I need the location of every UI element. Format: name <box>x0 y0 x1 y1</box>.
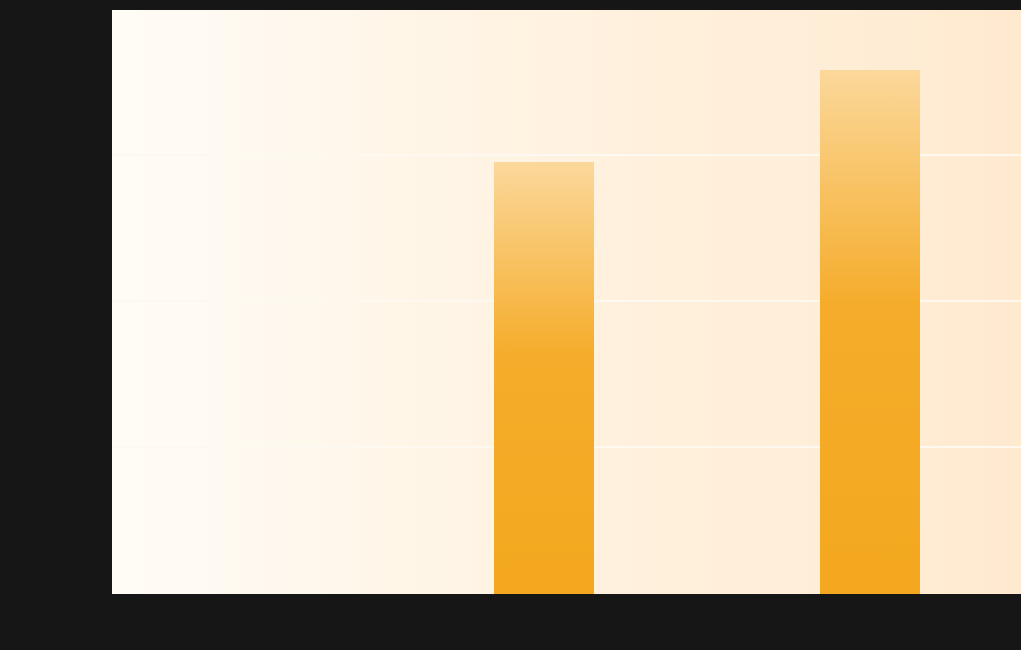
chart-canvas <box>0 0 1021 650</box>
bar <box>494 162 594 594</box>
bar <box>820 70 920 594</box>
plot-area <box>112 10 1021 594</box>
